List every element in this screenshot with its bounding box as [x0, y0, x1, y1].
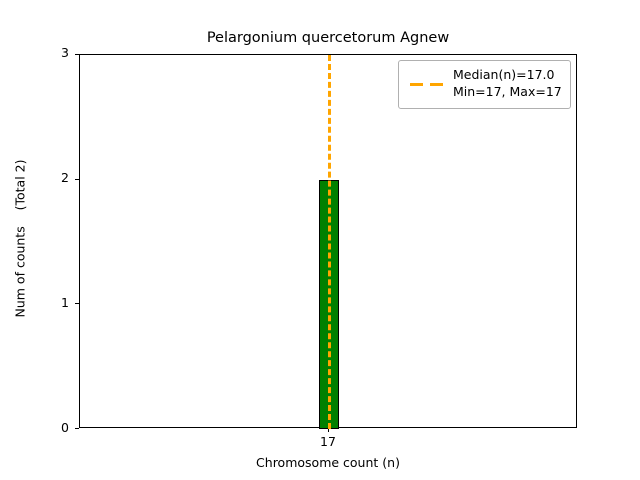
legend-entry-median: Median(n)=17.0 Min=17, Max=17 [408, 67, 562, 101]
y-tick-label-3: 3 [61, 45, 69, 60]
y-tick-mark-3 [75, 54, 79, 55]
legend-label-median-line1: Median(n)=17.0 [453, 67, 555, 82]
y-tick-mark-0 [75, 428, 79, 429]
legend-label-median: Median(n)=17.0 Min=17, Max=17 [453, 67, 562, 101]
y-axis-label: Num of counts (Total 2) [12, 159, 28, 318]
y-tick-label-2: 2 [61, 170, 69, 185]
median-line [328, 55, 331, 429]
legend-label-median-line2: Min=17, Max=17 [453, 83, 562, 99]
y-tick-label-0: 0 [61, 420, 69, 435]
legend-dash-sample-icon [408, 77, 446, 91]
x-axis-label: Chromosome count (n) [256, 455, 400, 470]
chart-title: Pelargonium quercetorum Agnew [206, 30, 450, 46]
plot-area [79, 54, 577, 429]
x-tick-mark-17 [328, 428, 329, 432]
y-axis-label-wrapper: Num of counts (Total 2) [0, 0, 28, 480]
y-tick-mark-2 [75, 178, 79, 180]
y-tick-mark-1 [75, 303, 79, 305]
x-tick-label-17: 17 [320, 434, 336, 449]
chart-legend: Median(n)=17.0 Min=17, Max=17 [398, 60, 571, 109]
y-tick-label-1: 1 [61, 295, 69, 310]
